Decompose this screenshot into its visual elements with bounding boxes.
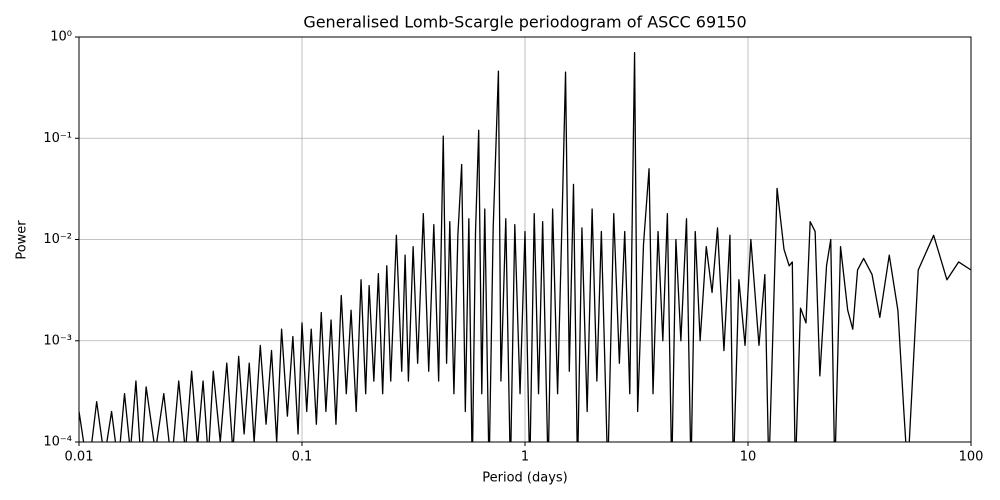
y-tick-label: 10⁻⁴	[43, 435, 72, 450]
y-tick-label: 10⁻²	[43, 232, 72, 247]
x-tick-label: 0.1	[292, 450, 313, 465]
y-tick-label: 10⁰	[50, 30, 72, 45]
x-tick-label: 1	[521, 450, 529, 465]
chart-title: Generalised Lomb-Scargle periodogram of …	[303, 13, 746, 32]
y-tick-label: 10⁻¹	[43, 131, 72, 146]
x-tick-label: 100	[959, 450, 984, 465]
periodogram-line	[79, 52, 971, 442]
x-tick-label: 10	[740, 450, 757, 465]
x-axis-label: Period (days)	[482, 471, 568, 486]
y-tick-label: 10⁻³	[43, 333, 72, 348]
x-tick-label: 0.01	[65, 450, 94, 465]
y-axis-label: Power	[15, 220, 30, 260]
